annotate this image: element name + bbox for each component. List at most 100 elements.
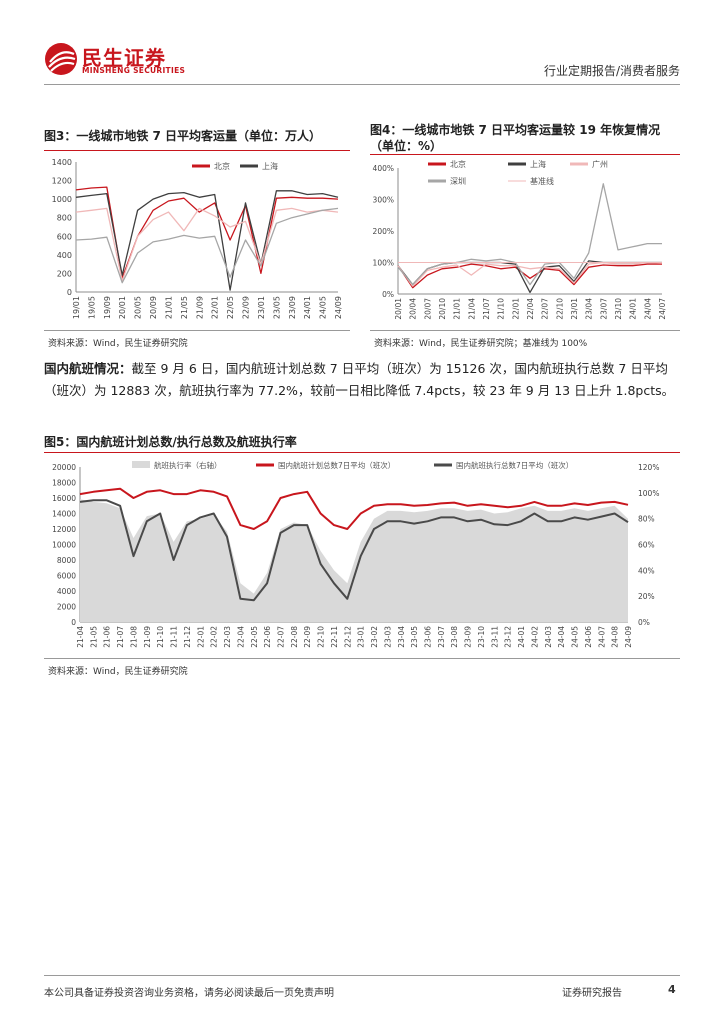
x-tick-label: 22/04 (526, 298, 535, 320)
y-tick-label: 800 (57, 214, 72, 223)
series-line-3 (397, 183, 662, 286)
x-tick-label: 21/01 (164, 296, 173, 319)
y2-tick-label: 120% (638, 463, 659, 472)
series-line-2 (79, 499, 629, 602)
fig4-source-rule (370, 330, 680, 331)
y-tick-label: 2000 (57, 603, 76, 612)
x-tick-label: 22/07 (541, 298, 550, 320)
x-tick-label: 24/05 (319, 296, 328, 319)
x-tick-label: 23-07 (437, 626, 446, 648)
x-tick-label: 21-09 (143, 626, 152, 648)
y-tick-label: 10000 (52, 541, 76, 550)
x-tick-label: 24/09 (334, 296, 343, 319)
paragraph-heading: 国内航班情况： (44, 361, 132, 376)
x-tick-label: 22-09 (303, 626, 312, 648)
fig3-source: 资料来源：Wind，民生证券研究院 (48, 339, 188, 349)
x-tick-label: 23-09 (464, 626, 473, 648)
x-tick-label: 23/10 (614, 298, 623, 320)
y-tick-label: 1000 (52, 195, 72, 204)
x-tick-label: 23/05 (272, 296, 281, 319)
y2-tick-label: 0% (638, 618, 650, 627)
x-tick-label: 24/01 (629, 298, 638, 320)
x-tick-label: 24-06 (584, 626, 593, 648)
x-tick-label: 21/10 (497, 298, 506, 320)
x-tick-label: 24-07 (597, 626, 606, 648)
x-tick-label: 21/07 (482, 298, 491, 320)
x-tick-label: 24-03 (544, 626, 553, 648)
x-tick-label: 20/01 (118, 296, 127, 319)
legend-label-4: 基准线 (530, 176, 554, 186)
y-tick-label: 400% (373, 164, 394, 173)
x-tick-label: 23-04 (397, 626, 406, 648)
x-tick-label: 21-05 (89, 626, 98, 648)
fig3-source-rule (44, 330, 350, 331)
legend-label-2: 广州 (592, 159, 608, 169)
x-tick-label: 20/04 (409, 298, 418, 320)
fig3-chart: 1400 1200 1000 800 600 400 200 019/01 19/05 19/09… (52, 158, 343, 319)
x-tick-label: 23-06 (424, 626, 433, 648)
x-tick-label: 23-01 (357, 626, 366, 648)
fig4-title-rule (370, 154, 680, 155)
x-tick-label: 22-12 (343, 626, 352, 648)
logo-english-name: MINSHENG SECURITIES (82, 66, 186, 75)
x-tick-label: 23-05 (410, 626, 419, 648)
x-tick-label: 21/01 (453, 298, 462, 320)
series-line-0 (75, 186, 339, 279)
y2-tick-label: 100% (638, 489, 659, 498)
x-tick-label: 23/04 (585, 298, 594, 320)
fig5-chart: 2000018000160001400012000100008000600040… (52, 460, 659, 648)
footer-disclaimer: 本公司具备证券投资咨询业务资格，请务必阅读最后一页免责声明 (44, 988, 334, 999)
x-tick-label: 21-12 (183, 626, 192, 648)
x-tick-label: 19/09 (103, 296, 112, 319)
fig5-source-rule (44, 658, 680, 659)
y-tick-label: 12000 (52, 525, 76, 534)
x-tick-label: 22-06 (263, 626, 272, 648)
x-tick-label: 24/01 (303, 296, 312, 319)
series-line-3 (75, 207, 339, 284)
x-tick-label: 24/04 (643, 298, 652, 320)
x-tick-label: 22/05 (226, 296, 235, 319)
x-tick-label: 20/10 (438, 298, 447, 320)
x-tick-label: 22-08 (290, 626, 299, 648)
y-tick-label: 1400 (52, 158, 72, 167)
y-tick-label: 100% (373, 259, 394, 268)
x-tick-label: 23-08 (450, 626, 459, 648)
x-tick-label: 23/07 (599, 298, 608, 320)
fig3-title: 图3：一线城市地铁 7 日平均客运量（单位：万人） (44, 129, 322, 143)
fig4-source: 资料来源：Wind，民生证券研究院；基准线为 100% (374, 339, 588, 349)
series-line-1 (75, 190, 339, 291)
x-tick-label: 21-08 (129, 626, 138, 648)
x-tick-label: 22-11 (330, 626, 339, 648)
legend-label-1: 上海 (530, 159, 546, 169)
domestic-flight-paragraph: 国内航班情况：截至 9 月 6 日，国内航班计划总数 7 日平均（班次）为 15… (44, 358, 684, 402)
minsheng-logo-icon (45, 43, 77, 75)
y2-tick-label: 80% (638, 515, 655, 524)
legend-label-2: 国内航班执行总数7日平均（班次） (456, 460, 573, 470)
series-line-2 (75, 207, 339, 282)
x-tick-label: 20/09 (149, 296, 158, 319)
x-tick-label: 23/01 (570, 298, 579, 320)
y2-tick-label: 20% (638, 592, 655, 601)
y-tick-label: 0 (67, 288, 72, 297)
y-tick-label: 4000 (57, 587, 76, 596)
y-tick-label: 600 (57, 232, 72, 241)
y-tick-label: 20000 (52, 463, 76, 472)
x-tick-label: 22-03 (223, 626, 232, 648)
series-line-1 (79, 487, 629, 530)
x-tick-label: 24-01 (517, 626, 526, 648)
legend-label-1: 上海 (262, 161, 278, 171)
series-line-2 (397, 261, 663, 287)
x-tick-label: 21/05 (180, 296, 189, 319)
fig5-title: 图5：国内航班计划总数/执行总数及航班执行率 (44, 435, 297, 449)
y-tick-label: 200 (57, 269, 72, 278)
x-tick-label: 22-07 (276, 626, 285, 648)
x-tick-label: 22-10 (317, 626, 326, 648)
x-tick-label: 24-02 (530, 626, 539, 648)
footer-report-label: 证券研究报告 (562, 988, 622, 999)
x-tick-label: 23-03 (383, 626, 392, 648)
legend-label-3: 深圳 (450, 176, 466, 186)
x-tick-label: 22/10 (555, 298, 564, 320)
y-tick-label: 16000 (52, 494, 76, 503)
y-tick-label: 18000 (52, 479, 76, 488)
y-tick-label: 6000 (57, 572, 76, 581)
